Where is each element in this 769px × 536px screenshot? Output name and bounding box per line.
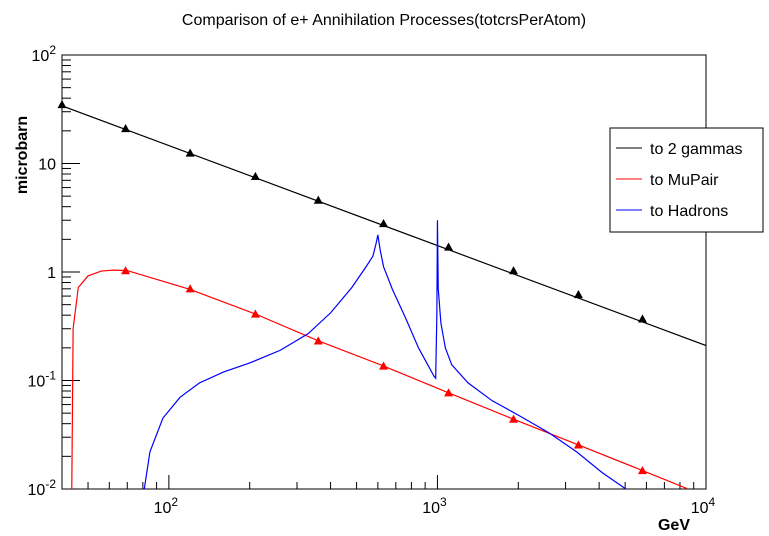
legend-label-2gammas: to 2 gammas — [650, 141, 742, 158]
marker-to-mupair — [185, 284, 195, 293]
x-tick-label: 103 — [422, 495, 447, 517]
marker-to-2-gammas — [185, 148, 195, 157]
marker-to-mupair — [250, 309, 260, 318]
y-tick-label-base: 1 — [47, 265, 56, 282]
x-tick-label-base: 10 — [422, 500, 440, 517]
marker-to-mupair — [121, 266, 131, 275]
x-tick-label-exponent: 3 — [440, 495, 447, 509]
y-tick-label-base: 10 — [28, 374, 46, 391]
x-tick-label: 102 — [154, 495, 179, 517]
marker-to-2-gammas — [444, 242, 454, 251]
x-tick-label-exponent: 2 — [171, 495, 178, 509]
series-line-to-mupair — [71, 269, 688, 489]
series-line-to-hadrons — [143, 220, 626, 489]
series-layer — [57, 99, 706, 489]
marker-to-2-gammas — [637, 314, 647, 323]
legend-label-mupair: to MuPair — [650, 172, 719, 189]
y-tick-label-exponent: -2 — [45, 477, 56, 491]
y-tick-label: 10 — [38, 157, 56, 174]
marker-to-mupair — [379, 361, 389, 370]
y-tick-label-base: 10 — [28, 482, 46, 499]
y-tick-label-exponent: 2 — [49, 43, 56, 57]
marker-to-mupair — [444, 388, 454, 397]
marker-to-2-gammas — [509, 266, 519, 275]
marker-to-mupair — [313, 336, 323, 345]
x-axis-title: GeV — [658, 517, 690, 534]
axis-ticks — [61, 54, 707, 490]
legend: to 2 gammas to MuPair to Hadrons — [609, 127, 764, 233]
y-tick-label: 1 — [47, 265, 56, 282]
plot-frame — [61, 54, 707, 490]
x-tick-label-base: 10 — [154, 500, 172, 517]
marker-to-2-gammas — [121, 124, 131, 133]
marker-to-2-gammas — [250, 171, 260, 181]
marker-to-2-gammas — [573, 290, 583, 299]
x-tick-label: 104 — [691, 495, 716, 517]
x-tick-labels: 102 103 104 — [154, 495, 716, 517]
y-tick-label-exponent: -1 — [45, 369, 56, 383]
y-tick-label: 102 — [32, 43, 57, 65]
marker-to-2-gammas — [379, 218, 389, 228]
y-tick-label: 10-2 — [28, 477, 57, 499]
marker-to-2-gammas — [57, 99, 67, 109]
chart-title: Comparison of e+ Annihilation Processes(… — [182, 12, 586, 29]
legend-label-hadrons: to Hadrons — [650, 203, 728, 220]
x-tick-label-exponent: 4 — [709, 495, 716, 509]
legend-box — [609, 127, 764, 233]
marker-to-2-gammas — [313, 195, 323, 204]
y-axis-title: microbarn — [14, 116, 31, 194]
marker-to-mupair — [573, 440, 583, 449]
y-tick-label-base: 10 — [38, 157, 56, 174]
y-tick-label: 10-1 — [28, 369, 57, 391]
marker-to-mupair — [509, 414, 519, 423]
x-tick-label-base: 10 — [691, 500, 709, 517]
y-tick-label-base: 10 — [32, 48, 50, 65]
marker-to-mupair — [637, 466, 647, 475]
